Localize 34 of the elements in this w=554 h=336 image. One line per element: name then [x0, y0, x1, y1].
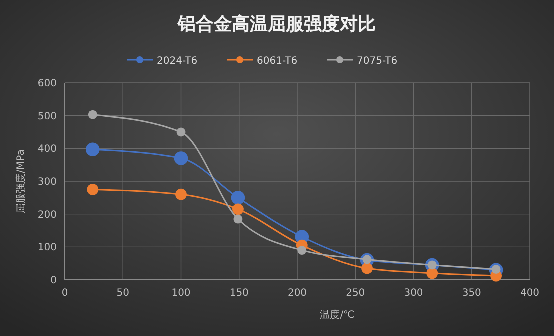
point — [176, 128, 186, 137]
point — [298, 246, 307, 255]
y-tick-label: 400 — [38, 144, 57, 156]
legend-label: 2024-T6 — [157, 56, 198, 67]
y-tick-label: 0 — [50, 276, 57, 286]
point — [174, 152, 188, 166]
x-tick-label: 50 — [116, 288, 130, 299]
chart-title: 铝合金高温屈服强度对比 — [177, 14, 376, 35]
point — [426, 268, 438, 280]
y-tick-label: 600 — [38, 78, 57, 90]
x-tick-label: 100 — [172, 288, 191, 299]
y-tick-label: 200 — [38, 210, 57, 221]
x-tick-label: 400 — [520, 288, 540, 299]
y-tick-label: 100 — [38, 242, 57, 254]
legend-label: 7075-T6 — [357, 56, 398, 67]
x-tick-label: 150 — [230, 288, 249, 299]
x-tick-label: 350 — [462, 288, 482, 299]
point — [232, 204, 244, 216]
y-tick-label: 300 — [38, 177, 57, 188]
y-axis-title: 屈服强度/MPa — [15, 150, 27, 214]
point — [362, 262, 373, 274]
point — [234, 214, 243, 224]
x-tick-label: 0 — [62, 288, 68, 299]
x-axis-title: 温度/℃ — [320, 309, 355, 321]
legend-label: 6061-T6 — [257, 56, 298, 67]
point — [88, 110, 98, 120]
point — [86, 142, 100, 157]
y-tick-label: 500 — [38, 111, 57, 122]
x-tick-label: 300 — [404, 288, 424, 299]
x-tick-label: 200 — [288, 288, 308, 299]
point — [231, 191, 246, 205]
point — [176, 188, 187, 200]
point — [87, 184, 99, 196]
x-tick-label: 250 — [346, 288, 366, 299]
